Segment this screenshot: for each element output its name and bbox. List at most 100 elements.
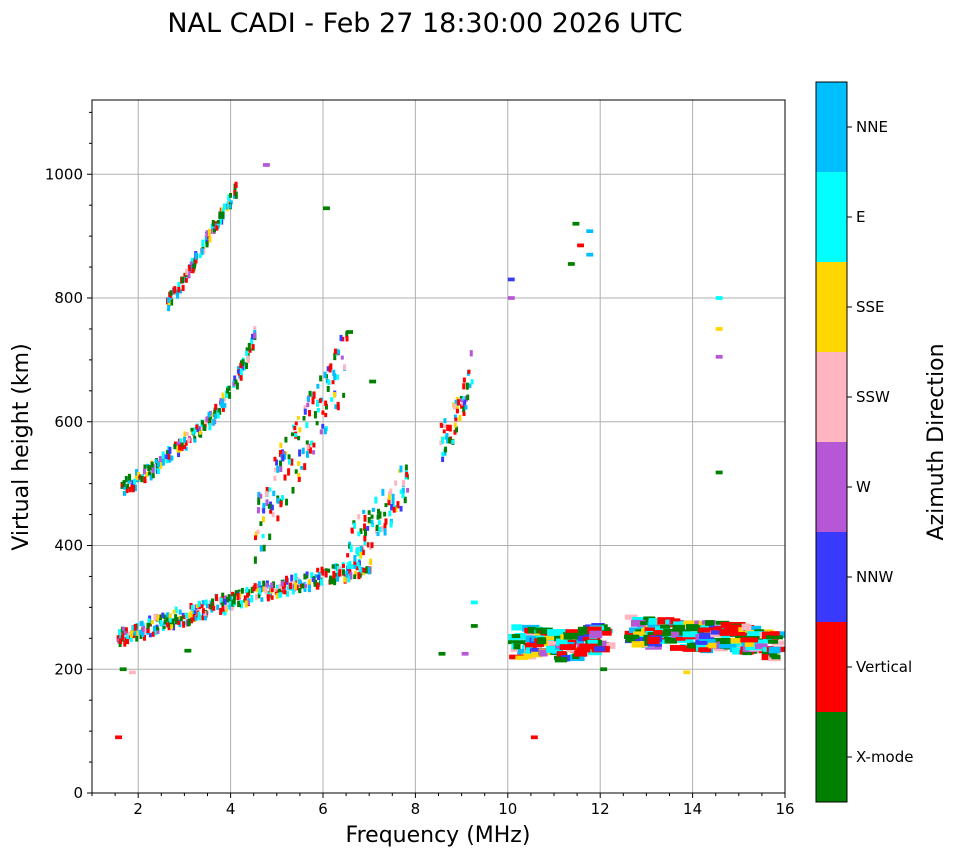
echo-point [244, 600, 248, 608]
echo-point [204, 236, 208, 242]
echo-point [312, 391, 316, 399]
echo-point [346, 562, 350, 570]
echo-point [384, 503, 388, 508]
echo-point [698, 647, 712, 653]
echo-point [238, 591, 242, 598]
echo-point [665, 637, 673, 643]
echo-point [147, 465, 151, 472]
echo-point [190, 617, 194, 624]
echo-point [439, 422, 443, 428]
echo-point [383, 511, 387, 517]
x-tick-label: 14 [683, 800, 702, 818]
echo-point [137, 471, 141, 476]
echo-point [219, 597, 223, 604]
echo-point [586, 252, 594, 257]
echo-point [392, 506, 396, 513]
echo-point [352, 520, 356, 525]
echo-point [293, 426, 297, 431]
echo-point [286, 591, 290, 597]
echo-point [290, 574, 294, 582]
echo-point [156, 626, 160, 631]
echo-point [470, 379, 474, 385]
echo-point [624, 634, 640, 640]
echo-point [375, 524, 379, 532]
echo-point [193, 610, 197, 616]
echo-point [273, 456, 277, 462]
echo-point [297, 461, 301, 466]
echo-point [441, 436, 445, 444]
echo-point [574, 638, 585, 644]
echo-point [314, 574, 318, 579]
echo-point [284, 436, 288, 443]
echo-point [339, 334, 343, 342]
echo-point [315, 399, 319, 407]
echo-point [131, 480, 135, 485]
colorbar-category-label: NNE [856, 118, 888, 136]
echo-point [543, 635, 557, 641]
echo-point [367, 567, 371, 575]
echo-point [376, 531, 380, 537]
echo-point [159, 620, 163, 627]
echo-point [187, 271, 191, 279]
echo-point [201, 600, 205, 606]
echo-point [259, 521, 263, 527]
echo-point [288, 582, 292, 590]
y-tick-label: 600 [54, 413, 83, 431]
echo-point [122, 480, 126, 487]
echo-point [384, 518, 388, 525]
echo-point [117, 629, 121, 637]
echo-point [202, 247, 206, 255]
echo-point [673, 621, 689, 626]
echo-point [181, 276, 185, 284]
echo-point [183, 444, 187, 449]
echo-point [312, 442, 316, 448]
echo-point [234, 191, 238, 199]
echo-point [587, 650, 602, 656]
echo-point [401, 487, 405, 494]
echo-point [205, 603, 209, 609]
echo-point [625, 636, 640, 643]
echo-point [448, 424, 452, 432]
echo-point [460, 403, 464, 409]
echo-point [208, 236, 212, 243]
echo-point [303, 404, 307, 411]
echo-point [248, 348, 252, 353]
echo-point [130, 630, 134, 638]
echo-point [223, 595, 227, 600]
echo-point [270, 582, 274, 589]
echo-point [359, 551, 363, 559]
echo-point [157, 468, 161, 475]
echo-point [173, 286, 177, 294]
echo-point [236, 369, 240, 374]
echo-point [275, 459, 279, 466]
echo-point [207, 228, 211, 237]
echo-point [150, 620, 154, 625]
echo-point [133, 484, 137, 492]
echo-point [313, 411, 317, 419]
echo-point [300, 465, 304, 470]
echo-point [370, 514, 374, 519]
echo-point [241, 363, 245, 371]
echo-point [321, 423, 325, 429]
echo-point [176, 445, 180, 453]
echo-point [630, 619, 646, 627]
echo-point [276, 584, 280, 589]
echo-point [224, 203, 228, 210]
echo-point [672, 624, 685, 632]
echo-point [129, 636, 133, 642]
echo-point [258, 587, 262, 595]
echo-point [715, 470, 723, 475]
echo-point [453, 414, 457, 420]
echo-point [383, 523, 387, 529]
echo-point [162, 624, 166, 630]
echo-point [548, 640, 564, 646]
echo-point [319, 375, 323, 382]
echo-point [283, 453, 287, 460]
echo-point [455, 426, 459, 433]
echo-point [349, 563, 353, 569]
echo-point [371, 507, 375, 512]
echo-point [298, 588, 302, 593]
echo-point [294, 433, 298, 438]
echo-point [154, 630, 158, 636]
echo-point [165, 458, 169, 464]
